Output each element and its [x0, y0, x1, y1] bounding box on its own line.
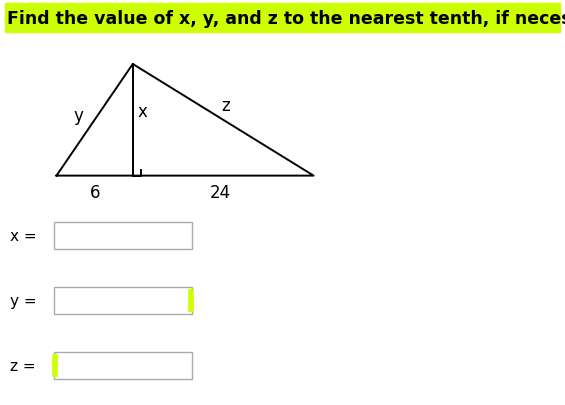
- FancyBboxPatch shape: [5, 4, 560, 33]
- Text: 6: 6: [90, 183, 100, 201]
- FancyBboxPatch shape: [54, 352, 192, 379]
- Text: Find the value of x, y, and z to the nearest tenth, if necessary.: Find the value of x, y, and z to the nea…: [7, 10, 565, 28]
- Text: y: y: [73, 107, 83, 124]
- Text: 24: 24: [210, 183, 231, 201]
- Text: z =: z =: [10, 358, 36, 373]
- FancyBboxPatch shape: [54, 288, 192, 314]
- Text: z: z: [221, 96, 231, 114]
- Text: y =: y =: [10, 293, 37, 308]
- Text: x =: x =: [10, 228, 37, 243]
- Text: x: x: [137, 102, 147, 120]
- FancyBboxPatch shape: [54, 223, 192, 249]
